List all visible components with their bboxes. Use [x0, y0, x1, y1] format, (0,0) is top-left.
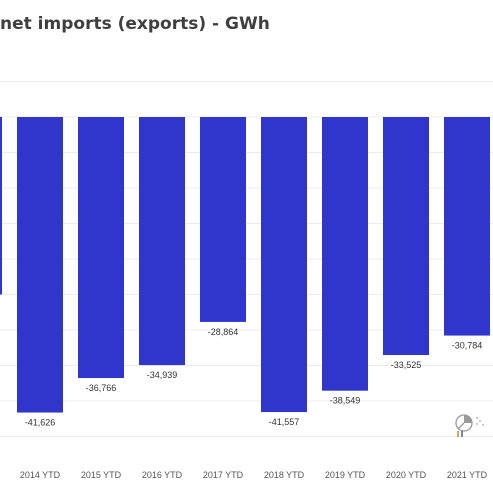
x-tick-label: 2016 YTD — [142, 470, 183, 480]
x-tick-label: 2015 YTD — [81, 470, 122, 480]
x-tick-label: 2021 YTD — [447, 470, 488, 480]
x-tick-label: 2017 YTD — [203, 470, 244, 480]
data-label: -38,549 — [330, 396, 361, 406]
bar — [78, 117, 124, 378]
data-label: -41,557 — [269, 417, 300, 427]
bar — [17, 117, 63, 413]
bar — [322, 117, 368, 391]
x-tick-label: 2018 YTD — [264, 470, 305, 480]
bar — [139, 117, 185, 365]
data-label: -30,784 — [452, 341, 483, 351]
data-label: -41,626 — [25, 418, 56, 428]
logo-icon — [453, 412, 493, 447]
data-label: -36,766 — [86, 383, 117, 393]
data-label: -33,525 — [391, 360, 422, 370]
bar — [200, 117, 246, 322]
x-tick-label: 2014 YTD — [20, 470, 61, 480]
data-label: -34,939 — [147, 370, 178, 380]
bar — [0, 117, 2, 295]
data-label: -28,864 — [208, 327, 239, 337]
bar — [383, 117, 429, 355]
bar — [261, 117, 307, 412]
bar — [444, 117, 490, 336]
x-tick-label: 2019 YTD — [325, 470, 366, 480]
x-tick-label: 2020 YTD — [386, 470, 427, 480]
